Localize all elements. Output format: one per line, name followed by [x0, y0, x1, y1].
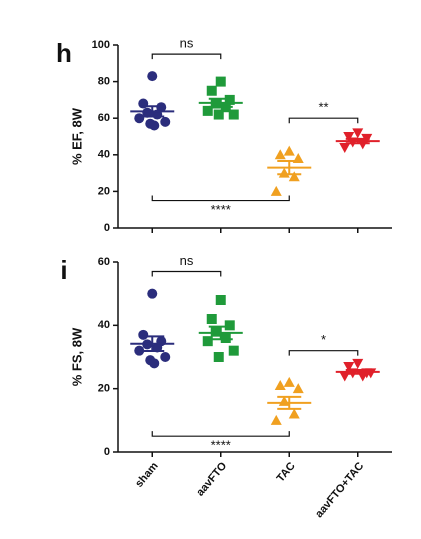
- y-tick-label: 0: [104, 446, 110, 458]
- data-point: [202, 336, 213, 347]
- significance-bracket: [151, 53, 222, 60]
- y-axis-label: % FS, 8W: [69, 327, 84, 386]
- x-tick-label: TAC: [275, 460, 298, 484]
- data-point: [283, 145, 295, 156]
- y-axis-label: % EF, 8W: [69, 107, 84, 165]
- y-tick-label: 60: [98, 112, 110, 124]
- data-point: [352, 358, 364, 369]
- y-tick-label: 40: [98, 319, 110, 331]
- significance-bracket: [288, 350, 359, 356]
- x-tick-label: aavFTO+TAC: [313, 460, 366, 520]
- data-point: [274, 380, 286, 390]
- data-point: [213, 352, 224, 362]
- x-tick-label: sham: [133, 460, 161, 490]
- data-point: [220, 333, 231, 343]
- data-point: [160, 116, 171, 127]
- data-point: [283, 376, 295, 387]
- y-tick-label: 20: [98, 185, 110, 197]
- significance-label: ****: [211, 202, 231, 217]
- data-point: [215, 295, 226, 305]
- data-point: [213, 109, 224, 120]
- data-point: [228, 109, 239, 120]
- significance-label: *: [321, 332, 326, 347]
- data-point: [215, 76, 226, 87]
- significance-bracket: [151, 431, 290, 437]
- data-point: [270, 185, 282, 196]
- data-point: [270, 414, 282, 425]
- data-point: [206, 85, 217, 96]
- y-tick-label: 100: [92, 39, 110, 51]
- data-point: [142, 107, 153, 118]
- data-point: [288, 408, 300, 419]
- significance-bracket: [151, 270, 222, 277]
- significance-bracket: [151, 195, 290, 202]
- panel-label: h: [56, 38, 72, 68]
- data-point: [134, 113, 145, 124]
- data-point: [160, 352, 171, 362]
- data-point: [343, 362, 355, 372]
- y-tick-label: 20: [98, 383, 110, 395]
- data-point: [138, 329, 149, 340]
- significance-bracket: [288, 117, 359, 124]
- data-point: [224, 94, 235, 105]
- data-point: [147, 288, 158, 299]
- data-point: [134, 345, 145, 356]
- y-tick-label: 80: [98, 76, 110, 88]
- significance-label: ns: [180, 253, 194, 268]
- y-tick-label: 0: [104, 222, 110, 234]
- data-point: [149, 120, 160, 131]
- significance-label: ****: [211, 438, 231, 453]
- data-point: [292, 383, 304, 394]
- data-point: [343, 132, 355, 142]
- data-point: [224, 320, 235, 331]
- data-point: [352, 128, 364, 139]
- data-point: [339, 142, 351, 153]
- data-point: [274, 149, 286, 160]
- y-tick-label: 60: [98, 256, 110, 268]
- data-point: [228, 345, 239, 356]
- data-point: [147, 71, 158, 82]
- significance-label: ns: [180, 36, 194, 51]
- data-point: [149, 358, 160, 369]
- panel-label: i: [60, 255, 67, 285]
- y-tick-label: 40: [98, 149, 110, 161]
- data-point: [206, 314, 217, 324]
- data-point: [278, 167, 290, 178]
- data-point: [288, 171, 300, 182]
- data-point: [202, 105, 213, 116]
- significance-label: **: [318, 100, 328, 115]
- x-tick-label: aavFTO: [194, 460, 229, 499]
- data-point: [210, 326, 221, 337]
